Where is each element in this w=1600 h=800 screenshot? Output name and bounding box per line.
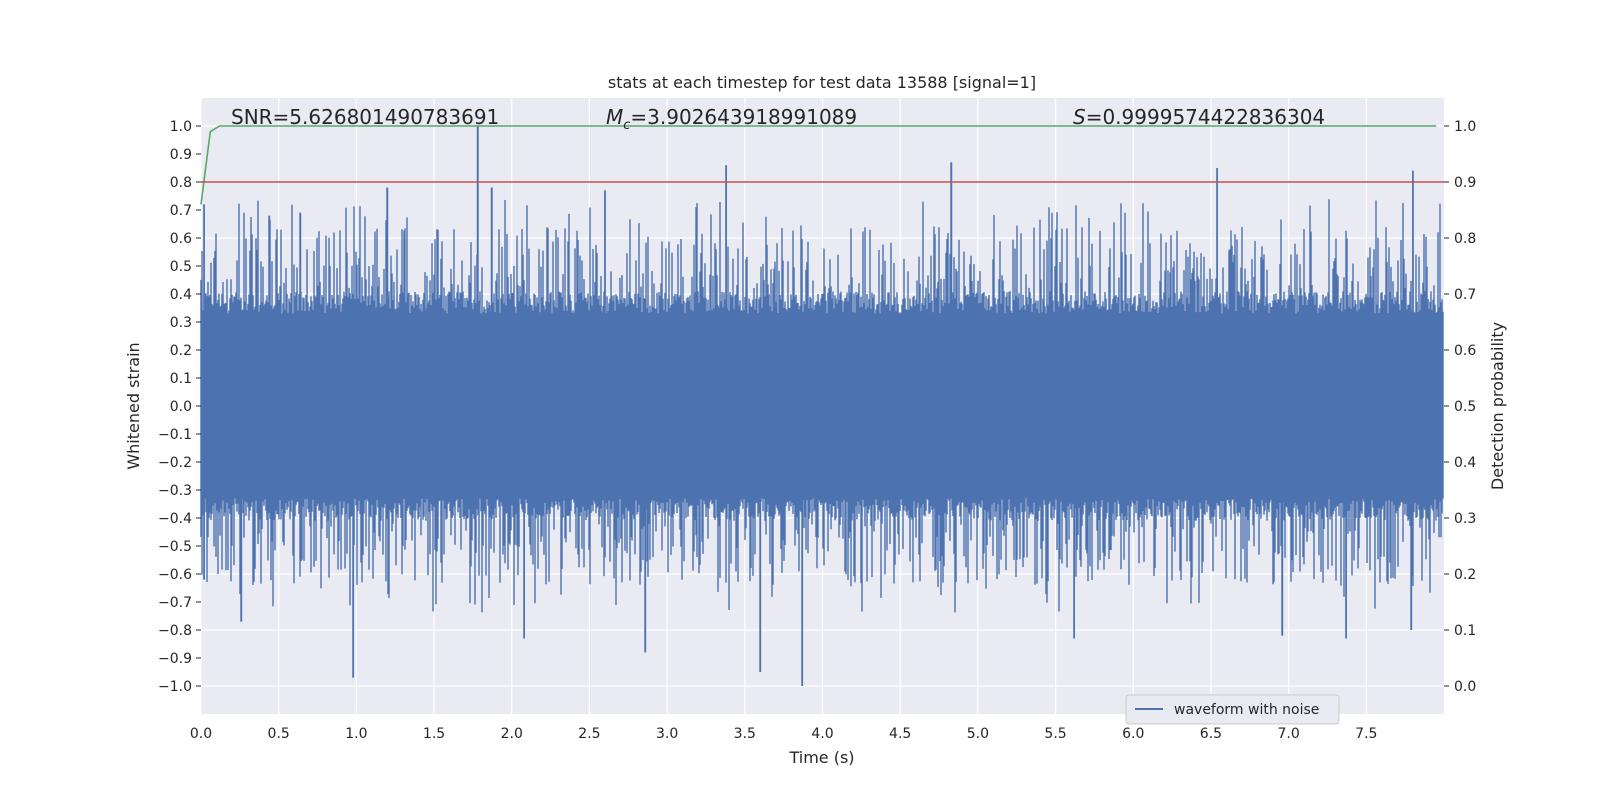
chirp-mass-value: =3.902643918991089 [630, 105, 857, 129]
y-tick-label: −1.0 [158, 679, 192, 695]
x-tick-label: 6.5 [1200, 726, 1222, 742]
x-tick-label: 3.0 [656, 726, 678, 742]
y-tick-label: 0.4 [170, 287, 192, 303]
x-axis-label: Time (s) [788, 748, 854, 767]
y-tick-label: 0.1 [170, 371, 192, 387]
y-tick-label: 0.0 [170, 399, 192, 415]
y2-tick-label: 0.8 [1454, 231, 1476, 247]
x-tick-label: 4.5 [889, 726, 911, 742]
y-tick-label: −0.1 [158, 427, 192, 443]
snr-annotation: SNR=5.626801490783691 [231, 105, 499, 129]
y-tick-label: −0.4 [158, 511, 192, 527]
y-tick-label: 1.0 [170, 119, 192, 135]
y-tick-label: −0.9 [158, 651, 192, 667]
y-tick-label: 0.8 [170, 175, 192, 191]
chirp-mass-subscript: c [623, 118, 630, 133]
y-tick-label: −0.3 [158, 483, 192, 499]
legend-label: waveform with noise [1174, 702, 1319, 718]
x-tick-label: 2.5 [578, 726, 600, 742]
y2-tick-label: 1.0 [1454, 119, 1476, 135]
y2-tick-label: 0.7 [1454, 287, 1476, 303]
y2-tick-label: 0.9 [1454, 175, 1476, 191]
x-tick-label: 4.0 [811, 726, 833, 742]
x-axis-ticks: 0.0 0.5 1.0 1.5 2.0 2.5 3.0 3.5 4.0 4.5 5.0 5.5 6.0 6… [190, 726, 1378, 742]
y-tick-label: 0.3 [170, 315, 192, 331]
y2-tick-label: 0.0 [1454, 679, 1476, 695]
y2-tick-label: 0.6 [1454, 343, 1476, 359]
x-tick-label: 6.0 [1122, 726, 1144, 742]
y2-tick-label: 0.3 [1454, 511, 1476, 527]
y-tick-label: −0.2 [158, 455, 192, 471]
y2-tick-label: 0.4 [1454, 455, 1476, 471]
s-annotation: S=0.9999574422836304 [1073, 105, 1325, 129]
x-tick-label: 3.5 [734, 726, 756, 742]
legend-box [1125, 694, 1340, 725]
chart-title: stats at each timestep for test data 135… [608, 73, 1036, 92]
x-tick-label: 5.5 [1044, 726, 1066, 742]
waveform-with-noise-series [200, 126, 1444, 686]
chirp-mass-annotation: Mc=3.902643918991089 [606, 105, 857, 133]
y-tick-label: 0.5 [170, 259, 192, 275]
y-tick-label: −0.6 [158, 567, 192, 583]
y-axis-label: Whitened strain [124, 342, 143, 469]
y-tick-label: −0.8 [158, 623, 192, 639]
x-tick-label: 2.0 [501, 726, 523, 742]
x-tick-label: 0.0 [190, 726, 212, 742]
y2-tick-label: 0.5 [1454, 399, 1476, 415]
chirp-mass-symbol: M [606, 105, 623, 129]
probability-lines [200, 125, 1444, 205]
legend: waveform with noise [1125, 694, 1340, 725]
x-tick-label: 1.0 [345, 726, 367, 742]
y-tick-label: −0.5 [158, 539, 192, 555]
y-axis-ticks: 1.0 0.9 0.8 0.7 0.6 0.5 0.4 0.3 0.2 0.1 0.0 −0.1 −0.… [158, 119, 201, 695]
y-tick-label: −0.7 [158, 595, 192, 611]
x-tick-label: 1.5 [423, 726, 445, 742]
x-tick-label: 7.5 [1355, 726, 1377, 742]
y2-axis-ticks: 1.0 0.9 0.8 0.7 0.6 0.5 0.4 0.3 0.2 0.1 0.0 [1444, 119, 1476, 695]
y2-tick-label: 0.2 [1454, 567, 1476, 583]
detection-probability-line [200, 125, 1437, 205]
y2-axis-label: Detection probability [1488, 322, 1507, 490]
y-tick-label: 0.7 [170, 203, 192, 219]
y-tick-label: 0.2 [170, 343, 192, 359]
s-symbol: S [1073, 105, 1086, 129]
x-tick-label: 7.0 [1277, 726, 1299, 742]
y-tick-label: 0.9 [170, 147, 192, 163]
x-tick-label: 5.0 [967, 726, 989, 742]
x-tick-label: 0.5 [268, 726, 290, 742]
y-tick-label: 0.6 [170, 231, 192, 247]
y2-tick-label: 0.1 [1454, 623, 1476, 639]
s-value: =0.9999574422836304 [1086, 105, 1325, 129]
